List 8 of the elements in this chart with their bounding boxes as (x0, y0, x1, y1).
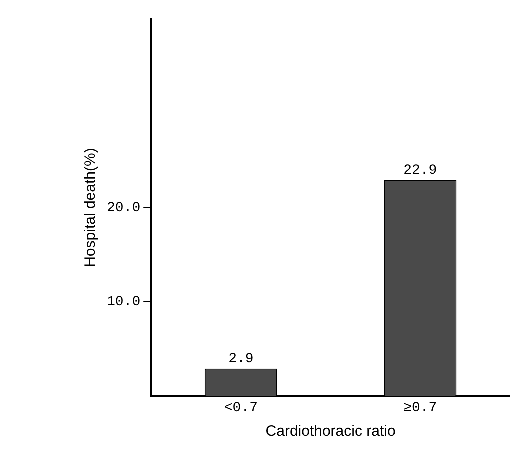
y-axis-title: Hospital death(%) (82, 148, 100, 268)
data-label: 22.9 (404, 163, 438, 180)
x-tick-label: ≥0.7 (404, 400, 438, 416)
y-tick-label: 10.0 (106, 294, 141, 311)
y-tick-label: 20.0 (106, 200, 141, 217)
x-tick-label: <0.7 (224, 400, 258, 416)
data-label: 2.9 (228, 352, 254, 368)
x-axis-title: Cardiothoracic ratio (266, 423, 396, 440)
